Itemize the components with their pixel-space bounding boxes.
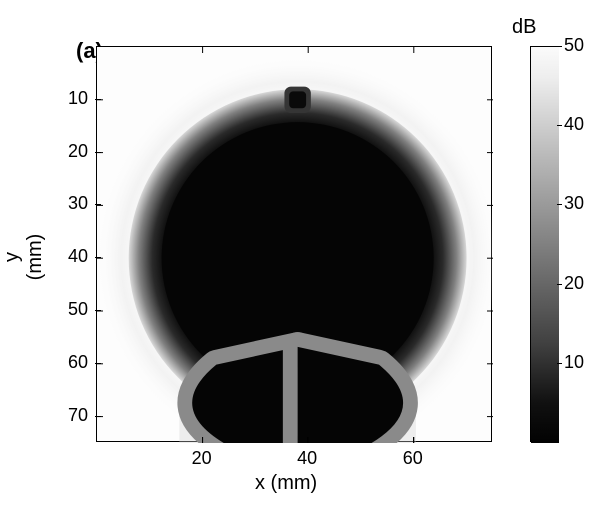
figure-panel: (a) y (mm) x (mm) xyxy=(0,0,612,515)
y-tick: 20 xyxy=(54,141,88,162)
x-tick: 40 xyxy=(292,448,322,469)
heatmap-svg xyxy=(97,47,493,443)
colorbar-svg xyxy=(531,47,559,443)
y-axis-label: y (mm) xyxy=(1,227,47,287)
colorbar-tick: 30 xyxy=(564,193,584,214)
y-tick: 50 xyxy=(54,299,88,320)
x-tick: 20 xyxy=(187,448,217,469)
heatmap-plot xyxy=(96,46,492,442)
y-tick: 60 xyxy=(54,352,88,373)
y-tick: 10 xyxy=(54,88,88,109)
x-tick: 60 xyxy=(398,448,428,469)
y-tick: 30 xyxy=(54,193,88,214)
y-tick: 40 xyxy=(54,246,88,267)
colorbar-tick: 10 xyxy=(564,352,584,373)
colorbar-label: dB xyxy=(512,16,536,39)
colorbar-tick: 20 xyxy=(564,273,584,294)
colorbar-tick: 40 xyxy=(564,114,584,135)
colorbar xyxy=(530,46,558,442)
y-tick: 70 xyxy=(54,405,88,426)
x-axis-label: x (mm) xyxy=(255,472,317,495)
colorbar-tick: 50 xyxy=(564,35,584,56)
